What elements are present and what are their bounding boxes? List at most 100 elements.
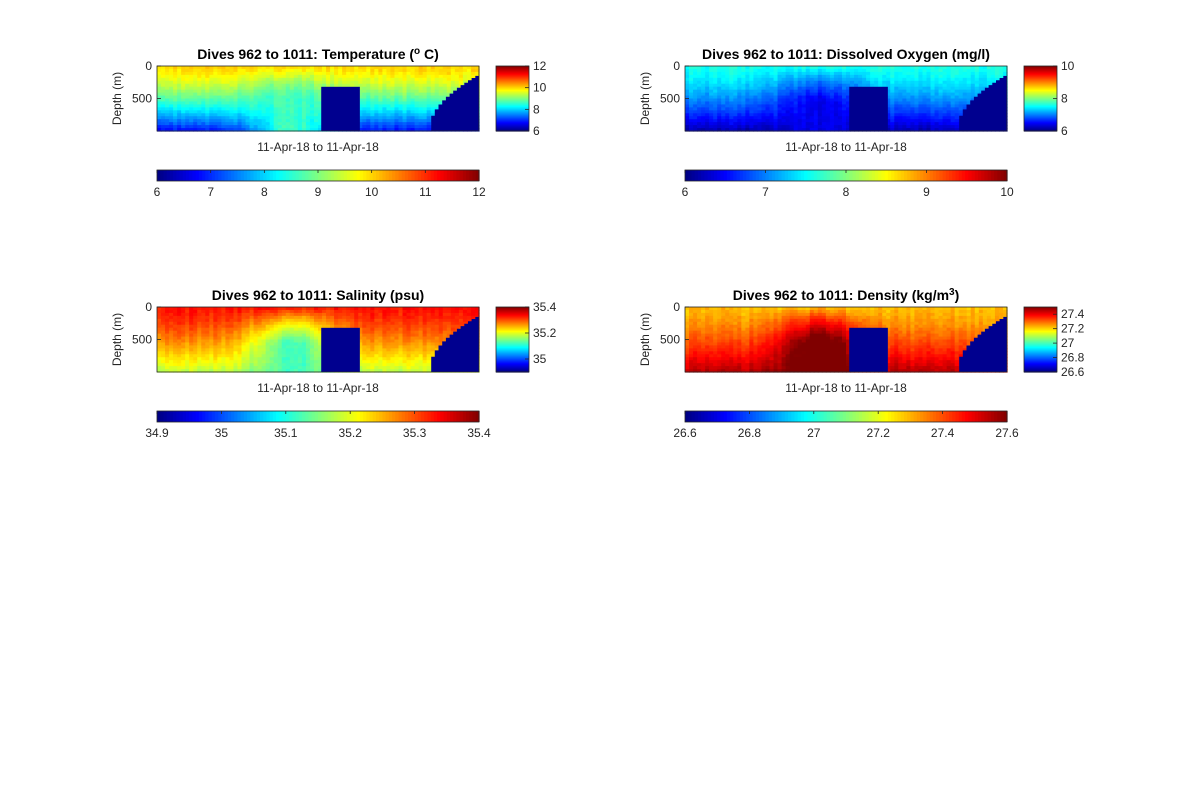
heatmap-cell <box>273 89 279 94</box>
colorbar-swatch <box>298 170 303 181</box>
heatmap-cell <box>358 128 363 132</box>
heatmap-cell <box>717 66 722 70</box>
heatmap-cell <box>318 348 323 352</box>
heatmap-cell <box>866 74 871 79</box>
heatmap-cell <box>241 92 247 97</box>
colorbar-swatch <box>446 170 451 181</box>
heatmap-cell <box>217 330 223 335</box>
heatmap-cell <box>269 321 275 326</box>
heatmap-cell <box>297 369 303 373</box>
heatmap-cell <box>366 89 371 94</box>
heatmap-cell <box>785 83 791 88</box>
heatmap-cell <box>809 83 815 88</box>
heatmap-cell <box>789 74 795 79</box>
heatmap-cell <box>293 66 299 70</box>
heatmap-cell <box>205 125 210 129</box>
heatmap-cell <box>358 98 363 103</box>
heatmap-cell <box>701 80 706 85</box>
heatmap-cell <box>221 357 227 361</box>
heatmap-cell <box>406 104 412 108</box>
heatmap-cell <box>165 68 170 73</box>
heatmap-cell <box>705 86 710 91</box>
heatmap-cell <box>217 107 223 111</box>
heatmap-cell <box>757 125 763 129</box>
heatmap-cell <box>366 110 371 114</box>
heatmap-cell <box>261 360 267 364</box>
heatmap-cell <box>301 80 307 85</box>
heatmap-cell <box>221 95 227 100</box>
heatmap-cell <box>253 113 259 117</box>
heatmap-cell <box>386 80 392 85</box>
heatmap-cell <box>825 66 831 70</box>
heatmap-cell <box>378 80 384 85</box>
heatmap-cell <box>950 116 956 120</box>
heatmap-cell <box>430 95 436 100</box>
heatmap-cell <box>350 68 355 73</box>
heatmap-cell <box>793 74 799 79</box>
heatmap-cell <box>273 354 279 358</box>
heatmap-cell <box>169 369 174 373</box>
heatmap-cell <box>285 321 291 326</box>
heatmap-cell <box>201 101 206 105</box>
heatmap-cell <box>277 333 283 338</box>
heatmap-cell <box>958 89 964 94</box>
heatmap-cell <box>930 74 936 79</box>
heatmap-cell <box>374 101 379 105</box>
heatmap-cell <box>173 336 178 341</box>
heatmap-cell <box>458 71 464 76</box>
heatmap-cell <box>701 71 706 76</box>
heatmap-cell <box>193 86 198 91</box>
heatmap-cell <box>858 80 863 85</box>
heatmap-cell <box>821 68 827 73</box>
heatmap-cell <box>970 68 976 73</box>
heatmap-cell <box>797 89 803 94</box>
heatmap-cell <box>398 98 404 103</box>
heatmap-cell <box>173 83 178 88</box>
heatmap-cell <box>414 68 420 73</box>
heatmap-cell <box>241 116 247 120</box>
colorbar-swatch <box>1024 84 1057 87</box>
heatmap-cell <box>693 122 698 126</box>
colorbar-tick-label: 7 <box>207 185 214 199</box>
heatmap-cell <box>285 86 291 91</box>
heatmap-cell <box>273 125 279 129</box>
heatmap-cell <box>370 110 375 114</box>
heatmap-cell <box>717 80 722 85</box>
heatmap-cell <box>233 360 239 364</box>
heatmap-cell <box>374 80 379 85</box>
heatmap-cell <box>309 307 315 311</box>
heatmap-cell <box>241 80 247 85</box>
heatmap-cell <box>918 80 924 85</box>
heatmap-cell <box>237 330 243 335</box>
heatmap-cell <box>362 83 367 88</box>
heatmap-cell <box>406 86 412 91</box>
heatmap-cell <box>829 98 835 103</box>
heatmap-cell <box>229 348 235 352</box>
heatmap-cell <box>894 95 899 100</box>
heatmap-cell <box>906 71 912 76</box>
heatmap-cell <box>157 321 162 326</box>
heatmap-cell <box>229 307 235 311</box>
heatmap-cell <box>454 68 460 73</box>
heatmap-cell <box>854 77 859 82</box>
heatmap-cell <box>346 77 351 82</box>
heatmap-cell <box>189 113 194 117</box>
heatmap-cell <box>197 74 202 79</box>
heatmap-cell <box>233 345 239 349</box>
heatmap-cell <box>297 116 303 120</box>
heatmap-cell <box>705 128 710 132</box>
heatmap-cell <box>398 68 404 73</box>
heatmap-cell <box>414 80 420 85</box>
heatmap-cell <box>753 98 759 103</box>
heatmap-cell <box>201 363 206 367</box>
heatmap-cell <box>773 66 779 70</box>
heatmap-cell <box>197 68 202 73</box>
heatmap-cell <box>197 86 202 91</box>
heatmap-cell <box>446 89 452 94</box>
heatmap-cell <box>946 80 952 85</box>
heatmap-cell <box>161 327 166 332</box>
heatmap-cell <box>761 110 767 114</box>
heatmap-cell <box>245 83 251 88</box>
heatmap-cell <box>177 348 182 352</box>
